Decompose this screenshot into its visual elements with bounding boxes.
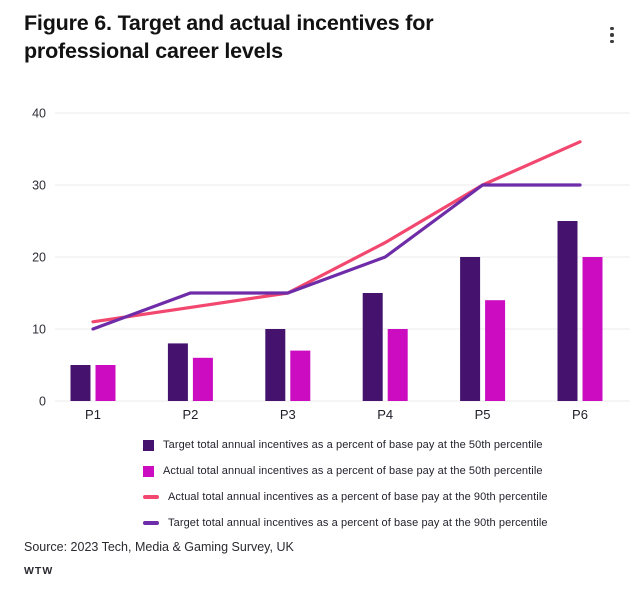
kebab-dot <box>610 26 614 31</box>
bar <box>70 365 91 401</box>
bar <box>582 257 603 401</box>
line-series <box>91 183 582 331</box>
bar <box>362 293 383 401</box>
figure-title: Figure 6. Target and actual incentives f… <box>24 11 434 63</box>
gridlines: 0 10 20 30 40 <box>32 107 630 409</box>
kebab-dot <box>610 33 614 37</box>
legend-square-swatch <box>143 439 154 451</box>
line-series <box>91 140 582 324</box>
bar <box>460 257 481 401</box>
legend-label: Target total annual incentives as a perc… <box>163 439 543 451</box>
bar <box>387 329 408 401</box>
legend-square-swatch <box>143 465 154 477</box>
y-axis-tick: 10 <box>32 323 46 337</box>
chart-legend: Target total annual incentives as a perc… <box>143 432 548 536</box>
legend-label: Actual total annual incentives as a perc… <box>168 491 548 503</box>
legend-item: Actual total annual incentives as a perc… <box>143 484 548 510</box>
legend-line-swatch <box>143 495 159 499</box>
incentives-chart: 0 10 20 30 40 P1 P2 P3 P4 P5 P6 <box>32 107 630 422</box>
y-axis-tick: 40 <box>32 107 46 121</box>
x-axis-tick: P5 <box>475 407 491 422</box>
wtw-logo: WTW <box>24 565 54 577</box>
kebab-menu-button[interactable] <box>600 20 624 50</box>
y-axis-tick: 20 <box>32 251 46 265</box>
x-axis-tick: P6 <box>572 407 588 422</box>
bar <box>95 365 116 401</box>
y-axis-tick: 30 <box>32 179 46 193</box>
bar <box>192 357 213 401</box>
bar <box>290 350 311 401</box>
source-note: Source: 2023 Tech, Media & Gaming Survey… <box>24 540 294 554</box>
legend-line-swatch <box>143 521 159 525</box>
legend-item: Target total annual incentives as a perc… <box>143 432 548 458</box>
bar <box>557 221 578 401</box>
x-axis-tick: P3 <box>280 407 296 422</box>
legend-item: Target total annual incentives as a perc… <box>143 510 548 536</box>
bar-series <box>70 221 603 401</box>
kebab-dot <box>610 39 614 44</box>
x-axis-tick: P2 <box>182 407 198 422</box>
x-axis-tick: P4 <box>377 407 393 422</box>
legend-label: Target total annual incentives as a perc… <box>168 517 548 529</box>
x-axis-tick: P1 <box>85 407 101 422</box>
x-axis: P1 P2 P3 P4 P5 P6 <box>85 407 588 422</box>
bar <box>485 300 506 401</box>
legend-item: Actual total annual incentives as a perc… <box>143 458 548 484</box>
y-axis-tick: 0 <box>39 395 46 409</box>
legend-label: Actual total annual incentives as a perc… <box>163 465 543 477</box>
bar <box>265 329 286 401</box>
bar <box>167 343 188 401</box>
